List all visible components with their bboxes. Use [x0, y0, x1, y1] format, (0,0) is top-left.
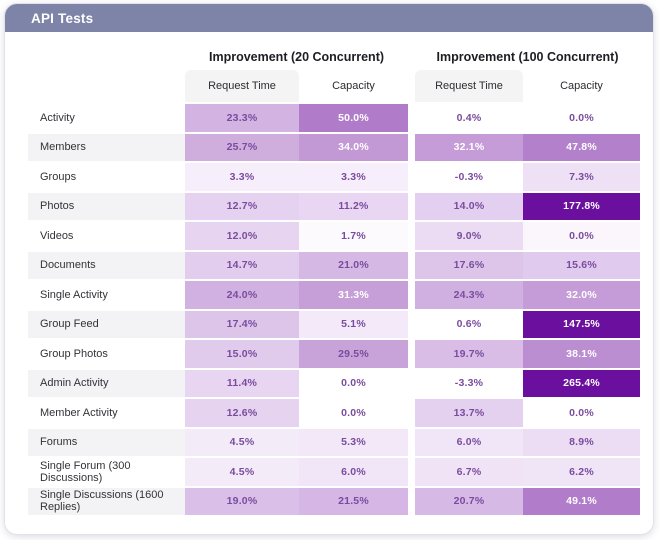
value-cell: -3.3% [415, 369, 523, 397]
value-cell: 32.0% [523, 281, 640, 309]
value-cell: 1.7% [299, 222, 408, 250]
row-label: Group Feed [28, 310, 185, 338]
value-cell: 11.2% [299, 192, 408, 220]
value-cell: 6.7% [415, 458, 523, 486]
api-tests-card: API Tests Improvement (20 Concurrent) Imp… [4, 3, 654, 535]
value-cell: 17.6% [415, 251, 523, 279]
row-label: Forums [28, 428, 185, 456]
value-cell: 12.7% [185, 192, 299, 220]
value-cell: 14.0% [415, 192, 523, 220]
row-label: Single Discussions (1600 Replies) [28, 487, 185, 515]
value-cell: 0.0% [299, 369, 408, 397]
value-cell: 24.0% [185, 281, 299, 309]
row-label: Documents [28, 251, 185, 279]
subheader-request-time-100: Request Time [415, 70, 523, 102]
row-label: Groups [40, 170, 77, 183]
value-cell: 34.0% [299, 133, 408, 161]
value-cell: 11.4% [185, 369, 299, 397]
value-cell: 0.4% [415, 104, 523, 132]
value-cell: 7.3% [523, 163, 640, 191]
row-label: Members [28, 133, 185, 161]
value-cell: 6.2% [523, 458, 640, 486]
value-cell: 32.1% [415, 133, 523, 161]
value-cell: 19.7% [415, 340, 523, 368]
value-cell: 5.3% [299, 428, 408, 456]
value-cell: 0.6% [415, 310, 523, 338]
value-cell: 31.3% [299, 281, 408, 309]
value-cell: 15.0% [185, 340, 299, 368]
group-header-20-concurrent: Improvement (20 Concurrent) [208, 50, 385, 64]
value-cell: 14.7% [185, 251, 299, 279]
subheader-capacity-100: Capacity [560, 80, 603, 92]
improvement-heatmap-table: Improvement (20 Concurrent) Improvement (… [20, 46, 640, 515]
value-cell: 24.3% [415, 281, 523, 309]
value-cell: 21.5% [299, 487, 408, 515]
value-cell: 0.0% [523, 104, 640, 132]
value-cell: 47.8% [523, 133, 640, 161]
row-label: Member Activity [40, 406, 118, 419]
value-cell: 8.9% [523, 428, 640, 456]
card-titlebar: API Tests [5, 4, 653, 32]
subheader-capacity-20: Capacity [332, 80, 375, 92]
row-label: Single Activity [40, 288, 108, 301]
row-label: Activity [40, 111, 75, 124]
row-label: Videos [40, 229, 74, 242]
value-cell: 20.7% [415, 487, 523, 515]
value-cell: 0.0% [523, 399, 640, 427]
row-label: Single Forum (300 Discussions) [40, 459, 131, 484]
value-cell: 9.0% [415, 222, 523, 250]
value-cell: 6.0% [299, 458, 408, 486]
value-cell: 4.5% [185, 458, 299, 486]
value-cell: 147.5% [523, 310, 640, 338]
value-cell: 6.0% [415, 428, 523, 456]
row-label: Photos [28, 192, 185, 220]
group-header-100-concurrent: Improvement (100 Concurrent) [436, 50, 619, 64]
value-cell: 19.0% [185, 487, 299, 515]
value-cell: 0.0% [523, 222, 640, 250]
value-cell: 177.8% [523, 192, 640, 220]
row-label: Group Photos [40, 347, 108, 360]
value-cell: 5.1% [299, 310, 408, 338]
value-cell: 12.6% [185, 399, 299, 427]
value-cell: 50.0% [299, 104, 408, 132]
card-title: API Tests [31, 10, 94, 26]
value-cell: 38.1% [523, 340, 640, 368]
value-cell: 4.5% [185, 428, 299, 456]
value-cell: 17.4% [185, 310, 299, 338]
value-cell: 13.7% [415, 399, 523, 427]
value-cell: 3.3% [185, 163, 299, 191]
value-cell: 265.4% [523, 369, 640, 397]
subheader-request-time-20: Request Time [185, 70, 299, 102]
value-cell: 15.6% [523, 251, 640, 279]
value-cell: 12.0% [185, 222, 299, 250]
row-label: Admin Activity [28, 369, 185, 397]
value-cell: 21.0% [299, 251, 408, 279]
value-cell: 49.1% [523, 487, 640, 515]
value-cell: 0.0% [299, 399, 408, 427]
value-cell: 25.7% [185, 133, 299, 161]
value-cell: -0.3% [415, 163, 523, 191]
value-cell: 29.5% [299, 340, 408, 368]
value-cell: 3.3% [299, 163, 408, 191]
value-cell: 23.3% [185, 104, 299, 132]
card-content: Improvement (20 Concurrent) Improvement (… [5, 32, 653, 533]
